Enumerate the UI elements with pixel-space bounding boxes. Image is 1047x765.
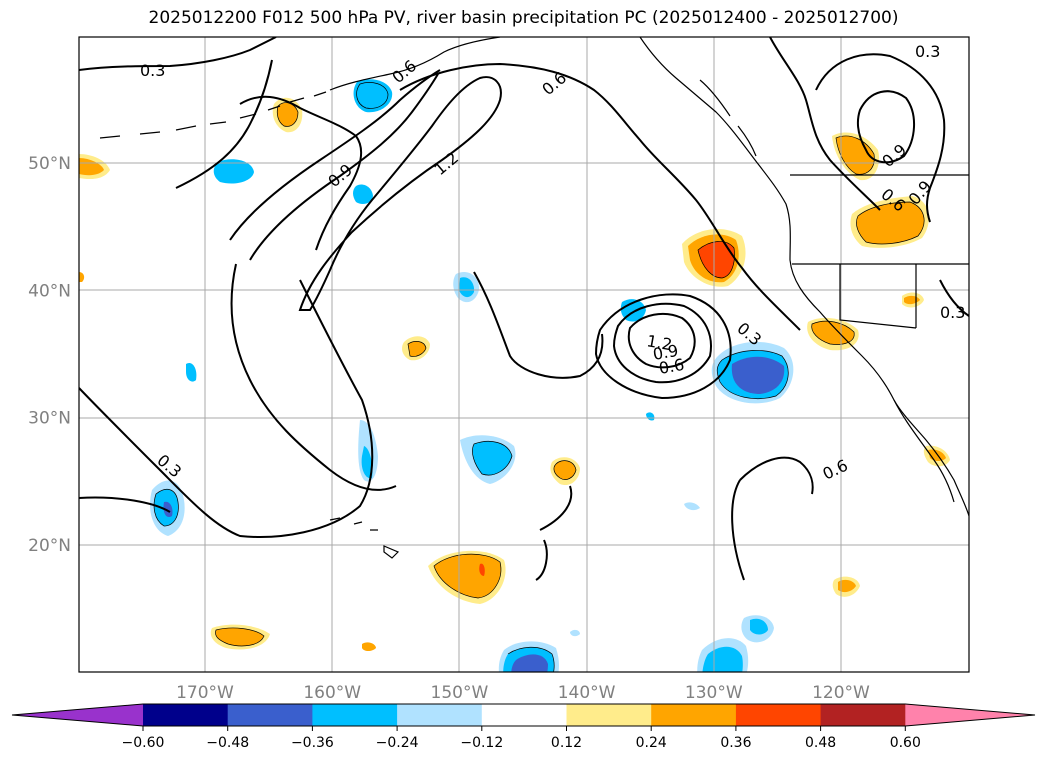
pos-patch (277, 102, 298, 127)
lat-label: 50°N (28, 154, 71, 174)
north-america-coast (639, 37, 969, 517)
colorbar-segment (12, 704, 143, 726)
colorbar-segment (566, 704, 652, 726)
hawaii-islands (329, 517, 400, 559)
pos-patch (215, 628, 264, 646)
pos-patch (698, 241, 735, 278)
colorbar-tick-label: −0.48 (206, 735, 249, 751)
pos-patch (811, 321, 855, 345)
pv-contour-0.3-north (79, 37, 277, 71)
pv-contour-0.9-b (249, 73, 439, 261)
colorbar-segment (905, 704, 1035, 726)
neg-patch (353, 79, 393, 113)
neg-patch (361, 446, 373, 479)
pv-contour-0.9-east (815, 53, 946, 223)
graticule (79, 37, 969, 672)
pos-patch (479, 563, 485, 576)
pv-contour-0.6-loop (594, 293, 732, 400)
neg-patch (459, 277, 475, 298)
pv-contour-0.9-east-inner (857, 90, 916, 164)
colorbar-tick-label: −0.24 (376, 735, 419, 751)
map-title: 2025012200 F012 500 hPa PV, river basin … (148, 8, 899, 28)
neg-patch (186, 362, 197, 382)
colorbar: −0.60 −0.48 −0.36 −0.24 −0.12 0.12 0.24 0.36 0.4… (11, 703, 1036, 751)
lon-label: 170°W (176, 683, 234, 703)
pos-patch (79, 272, 85, 282)
colorbar-segment (312, 704, 398, 726)
lat-label: 20°N (28, 536, 71, 556)
colorbar-tick-label: 0.36 (720, 735, 751, 751)
colorbar-tick-label: 0.12 (551, 735, 582, 751)
lon-label: 120°W (812, 683, 870, 703)
colorbar-tick-label: 0.60 (890, 735, 921, 751)
pv-contour-1.2 (298, 76, 502, 311)
contour-label: 1.2 (645, 331, 673, 354)
colorbar-segment (227, 704, 313, 726)
neg-patch (702, 646, 743, 672)
pv-contour-loop-0.9 (612, 302, 712, 384)
pos-patch (553, 460, 576, 480)
bc-islands (699, 79, 757, 157)
pos-patch (856, 202, 925, 244)
map-area (79, 37, 969, 672)
colorbar-segment (820, 704, 906, 726)
colorbar-segment (397, 704, 483, 726)
neg-patch (684, 502, 700, 511)
lat-label: 30°N (28, 409, 71, 429)
pos-patch (79, 158, 104, 176)
alaska-coast (329, 37, 501, 91)
neg-patch (163, 501, 173, 518)
neg-patch (511, 654, 548, 672)
neg-patch (353, 184, 373, 204)
precip-shading (79, 79, 950, 672)
pv-contour-0.6-outer (175, 59, 801, 331)
neg-patch (472, 441, 512, 476)
baja-peninsula (893, 399, 955, 503)
pv-contour-0.6-mid (230, 263, 397, 491)
colorbar-tick-label: −0.12 (460, 735, 503, 751)
colorbar-tick-label: −0.36 (291, 735, 334, 751)
pv-contour-0.6-south (79, 456, 814, 581)
pv-contour-0.3-west (79, 279, 374, 538)
neg-patch (731, 356, 785, 394)
pos-patch (362, 642, 376, 651)
contour-label: 0.3 (140, 61, 165, 80)
neg-patch (570, 629, 580, 637)
pv-contour-0.9-a (229, 69, 441, 241)
lon-label: 140°W (558, 683, 616, 703)
colorbar-tick-label: −0.60 (122, 735, 165, 751)
contour-label: 0.3 (940, 303, 965, 322)
pv-contours (79, 37, 969, 581)
lat-labels: 50°N 40°N 30°N 20°N (28, 154, 71, 556)
pv-contour-0.3-east (769, 37, 969, 317)
lat-label: 40°N (28, 281, 71, 301)
map-border (78, 36, 970, 673)
pos-patch (838, 579, 856, 593)
neg-patch (213, 159, 254, 184)
pv-contour-0.3-center (473, 271, 604, 379)
colorbar-segment (143, 704, 229, 726)
lon-labels: 170°W 160°W 150°W 140°W 130°W 120°W (176, 683, 870, 703)
lon-label: 130°W (685, 683, 743, 703)
contour-label: 0.6 (657, 355, 685, 378)
colorbar-segment (481, 704, 567, 726)
contour-label: 0.3 (915, 42, 940, 61)
lon-label: 150°W (431, 683, 489, 703)
colorbar-tick-label: 0.24 (636, 735, 667, 751)
colorbar-segment (651, 704, 737, 726)
colorbar-segment (735, 704, 822, 726)
pv-contour-loop-1.2 (627, 312, 696, 369)
us-state-border (792, 263, 969, 329)
colorbar-tick-label: 0.48 (805, 735, 836, 751)
lon-label: 160°W (303, 683, 361, 703)
alaska-islands (99, 91, 327, 139)
contour-label: 0.9 (651, 341, 679, 364)
coastlines (99, 37, 969, 559)
pos-patch (408, 341, 426, 357)
neg-patch (750, 618, 768, 635)
